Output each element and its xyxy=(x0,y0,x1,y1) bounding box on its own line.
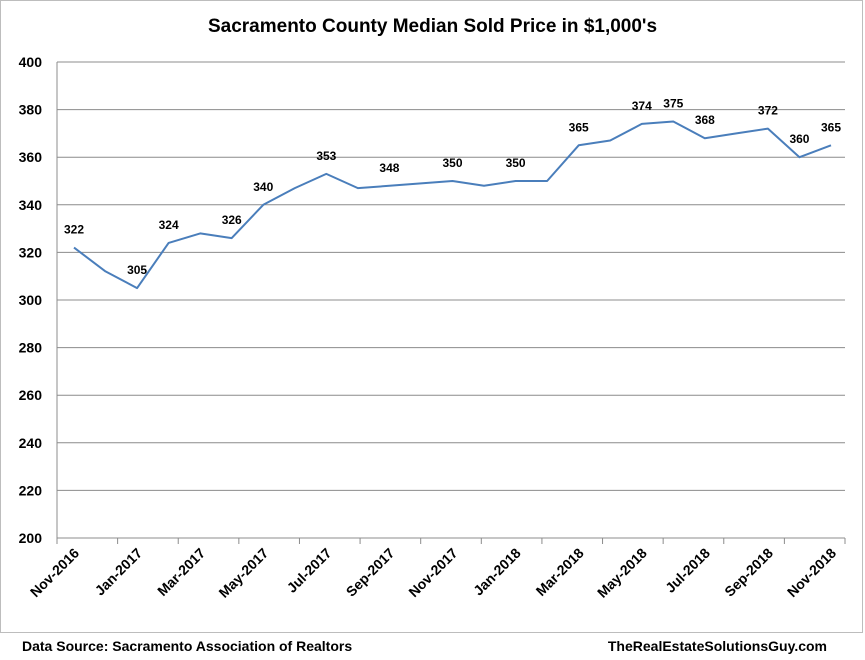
data-label: 305 xyxy=(127,263,147,277)
y-tick-label: 280 xyxy=(19,340,43,356)
x-tick-label: May-2017 xyxy=(215,545,271,601)
y-tick-label: 380 xyxy=(19,102,43,118)
data-label: 350 xyxy=(506,156,526,170)
series xyxy=(73,120,832,290)
y-tick-label: 360 xyxy=(19,149,43,165)
axes xyxy=(56,62,846,544)
y-tick-label: 220 xyxy=(19,482,43,498)
data-label: 375 xyxy=(663,97,683,111)
x-tick-label: Sep-2017 xyxy=(343,545,398,600)
x-tick-label: Nov-2017 xyxy=(405,545,460,600)
data-labels: 322 305 324 326 340 353 348 350 350 365 374 375 368 3… xyxy=(64,97,841,278)
data-source-note: Data Source: Sacramento Association of R… xyxy=(22,638,353,654)
gridlines xyxy=(57,61,845,491)
x-tick-label: Nov-2018 xyxy=(784,545,839,600)
data-label: 365 xyxy=(569,120,589,134)
x-tick-label: Mar-2018 xyxy=(533,545,587,599)
data-label: 372 xyxy=(758,104,778,118)
chart-title: Sacramento County Median Sold Price in $… xyxy=(207,16,658,37)
x-tick-label: Sep-2018 xyxy=(721,545,776,600)
data-label: 374 xyxy=(632,99,652,113)
y-tick-label: 300 xyxy=(19,292,43,308)
x-tick-label: Jan-2017 xyxy=(92,545,146,599)
data-label: 365 xyxy=(821,120,841,134)
x-tick-label: Jan-2018 xyxy=(470,545,524,599)
website-credit: TheRealEstateSolutionsGuy.com xyxy=(607,638,827,654)
y-tick-label: 200 xyxy=(19,530,43,546)
data-label: 324 xyxy=(159,218,179,232)
y-tick-labels: 200 220 240 260 280 300 320 340 360 380 400 xyxy=(19,54,43,546)
y-tick-label: 240 xyxy=(19,435,43,451)
x-tick-labels: Nov-2016 Jan-2017 Mar-2017 May-2017 Jul-2017… xyxy=(27,545,839,601)
x-tick-label: May-2018 xyxy=(594,545,650,601)
x-tick-label: Jul-2018 xyxy=(662,545,713,596)
x-tick-label: Nov-2016 xyxy=(27,545,82,600)
y-tick-label: 320 xyxy=(19,244,43,260)
data-label: 326 xyxy=(222,213,242,227)
chart-frame xyxy=(0,0,863,633)
y-tick-label: 260 xyxy=(19,387,43,403)
data-label: 322 xyxy=(64,223,84,237)
x-tick-label: Jul-2017 xyxy=(284,545,335,596)
series-line xyxy=(73,120,832,290)
data-label: 348 xyxy=(379,161,399,175)
data-label: 350 xyxy=(442,156,462,170)
x-tick-label: Mar-2017 xyxy=(154,545,208,599)
data-label: 353 xyxy=(316,149,336,163)
line-chart: 200 220 240 260 280 300 320 340 360 380 400 Nov-20… xyxy=(19,54,846,601)
data-label: 368 xyxy=(695,113,715,127)
y-tick-label: 340 xyxy=(19,197,43,213)
data-label: 340 xyxy=(253,180,273,194)
data-label: 360 xyxy=(789,132,809,146)
y-tick-label: 400 xyxy=(19,54,43,70)
